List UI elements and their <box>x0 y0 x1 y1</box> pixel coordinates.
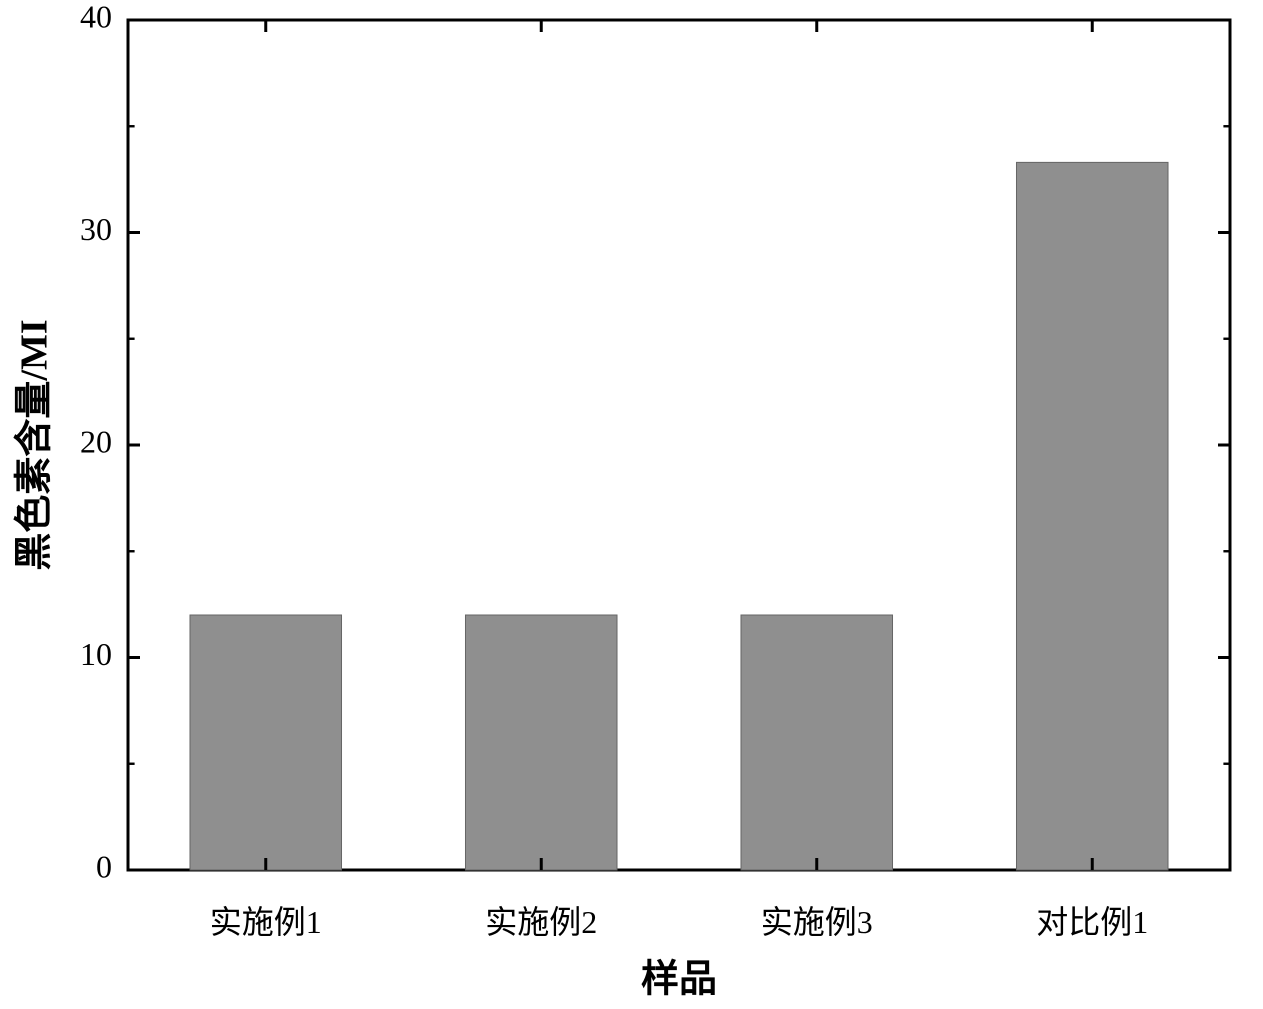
bar <box>465 615 617 870</box>
bar <box>190 615 342 870</box>
ytick-label: 0 <box>96 848 112 884</box>
bar-chart: 0 10 20 30 40 实施例1 实施例2 实施例3 对比例1 样品 黑色素含量/MI <box>0 0 1263 1009</box>
ytick-label: 10 <box>80 636 112 672</box>
xtick-label: 实施例3 <box>761 904 873 940</box>
chart-svg: 0 10 20 30 40 实施例1 实施例2 实施例3 对比例1 样品 黑色素含量/MI <box>0 0 1263 1009</box>
ytick-label: 20 <box>80 423 112 459</box>
bar <box>1016 162 1168 870</box>
xtick-label: 实施例2 <box>485 904 597 940</box>
y-axis-title: 黑色素含量/MI <box>14 319 56 570</box>
ytick-label: 40 <box>80 0 112 34</box>
xtick-label: 实施例1 <box>210 904 322 940</box>
ytick-label: 30 <box>80 211 112 247</box>
bar <box>741 615 893 870</box>
x-axis-title: 样品 <box>641 958 717 1000</box>
xtick-label: 对比例1 <box>1036 904 1148 940</box>
